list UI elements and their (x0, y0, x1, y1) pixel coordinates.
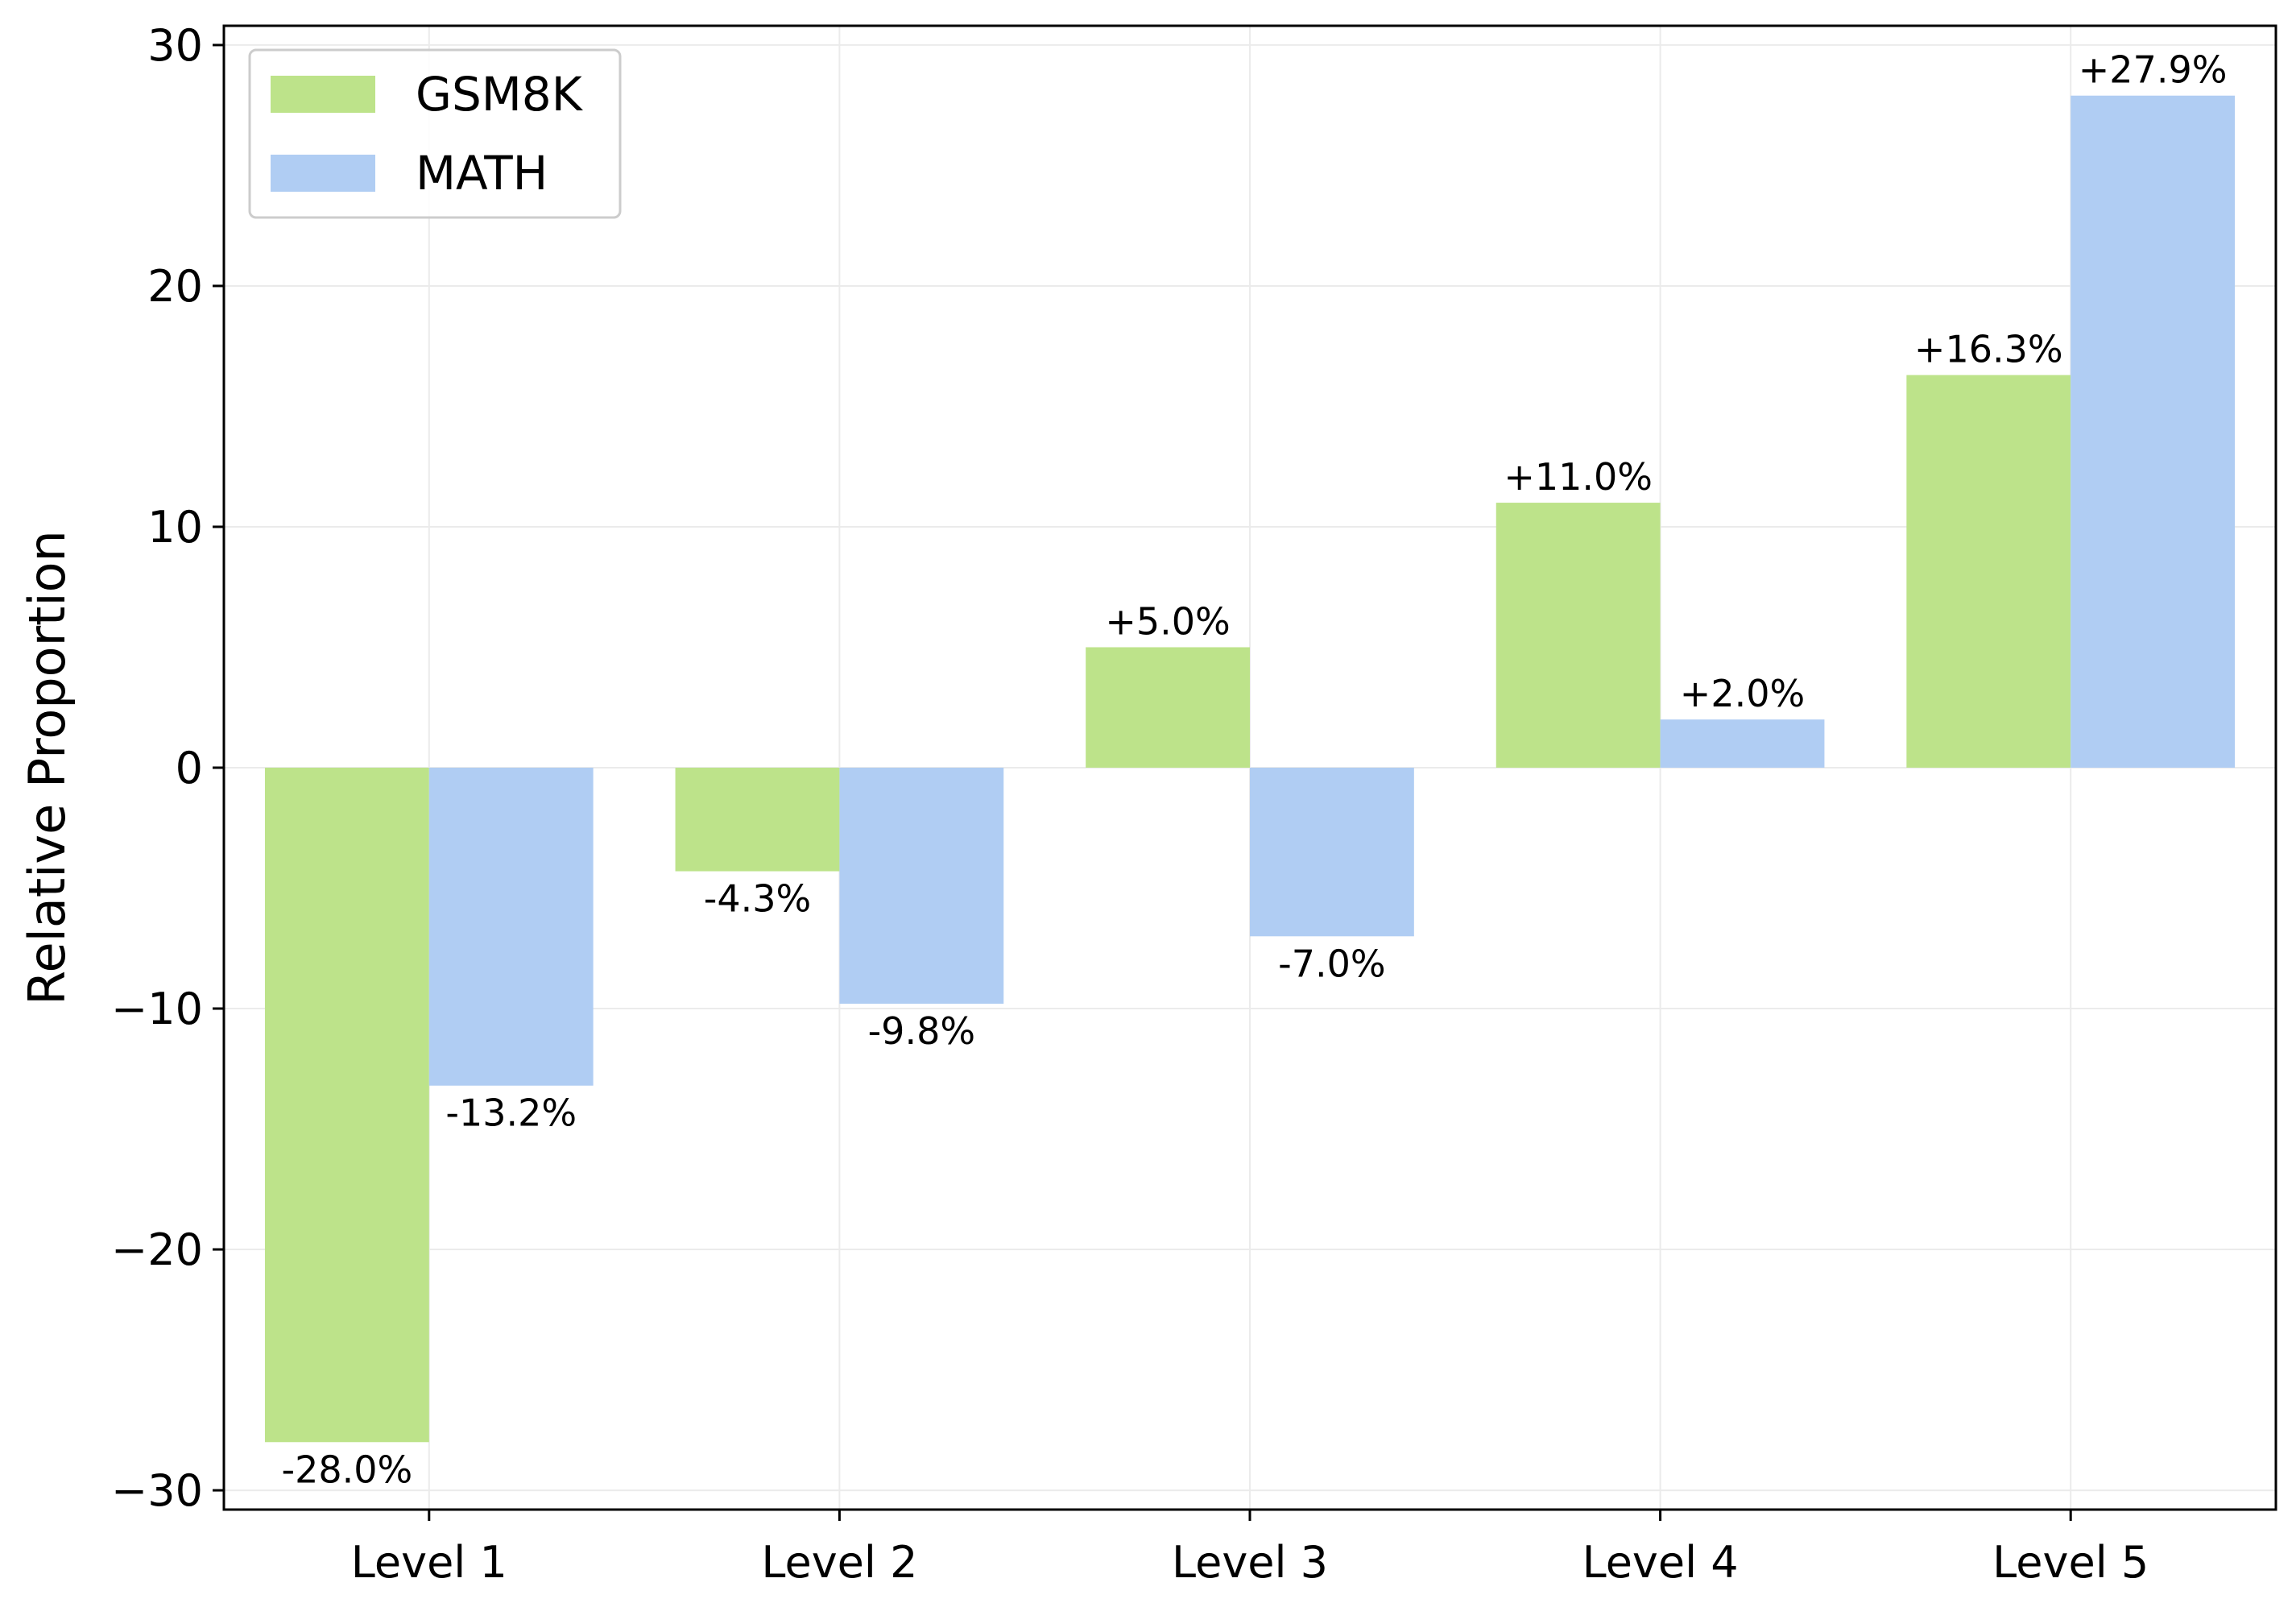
bar-math-5 (2071, 95, 2236, 768)
bar-math-3 (1250, 768, 1414, 937)
bar-math-4 (1660, 719, 1825, 768)
y-tick-label: 10 (147, 502, 203, 553)
y-tick-label: 20 (147, 261, 203, 312)
x-tick-label: Level 2 (761, 1537, 917, 1588)
y-axis-title: Relative Proportion (18, 530, 77, 1005)
data-labels: -28.0% -4.3% +5.0% +11.0% +16.3% -13.2% -9.8% -… (282, 48, 2228, 1492)
data-label: -13.2% (445, 1092, 577, 1135)
y-tick-label: −30 (111, 1465, 203, 1516)
y-tick-label: 0 (176, 743, 203, 793)
bars (264, 95, 2236, 1443)
bar-math-2 (839, 768, 1004, 1005)
x-tick-label: Level 4 (1582, 1537, 1739, 1588)
x-tick-label: Level 5 (1992, 1537, 2149, 1588)
y-tick-label: 30 (147, 20, 203, 71)
data-label: -7.0% (1278, 942, 1385, 985)
data-label: +16.3% (1914, 328, 2063, 371)
y-tick-label: −10 (111, 984, 203, 1034)
legend-swatch-math (271, 155, 375, 192)
x-tick-label: Level 3 (1172, 1537, 1328, 1588)
x-tick-label: Level 1 (351, 1537, 507, 1588)
data-label: +5.0% (1105, 599, 1230, 643)
bar-gsm8k-2 (675, 768, 840, 872)
axis-ticks: 30 20 10 0 −10 −20 −30 Level 1 Level 2 Level 3 Lev… (111, 20, 2149, 1588)
legend: GSM8K MATH (248, 48, 622, 219)
data-label: -28.0% (282, 1448, 413, 1491)
data-label: +11.0% (1504, 455, 1653, 499)
bar-gsm8k-4 (1496, 503, 1661, 768)
bar-gsm8k-3 (1086, 647, 1250, 768)
legend-label-gsm8k: GSM8K (416, 67, 584, 122)
data-label: -9.8% (868, 1009, 975, 1053)
bar-gsm8k-1 (264, 768, 429, 1443)
bar-math-1 (428, 768, 594, 1086)
bar-gsm8k-5 (1906, 375, 2071, 768)
legend-swatch-gsm8k (271, 76, 375, 113)
data-label: +2.0% (1680, 672, 1805, 715)
data-label: +27.9% (2079, 48, 2228, 92)
data-label: -4.3% (704, 877, 811, 921)
y-tick-label: −20 (111, 1224, 203, 1275)
legend-label-math: MATH (416, 146, 548, 201)
